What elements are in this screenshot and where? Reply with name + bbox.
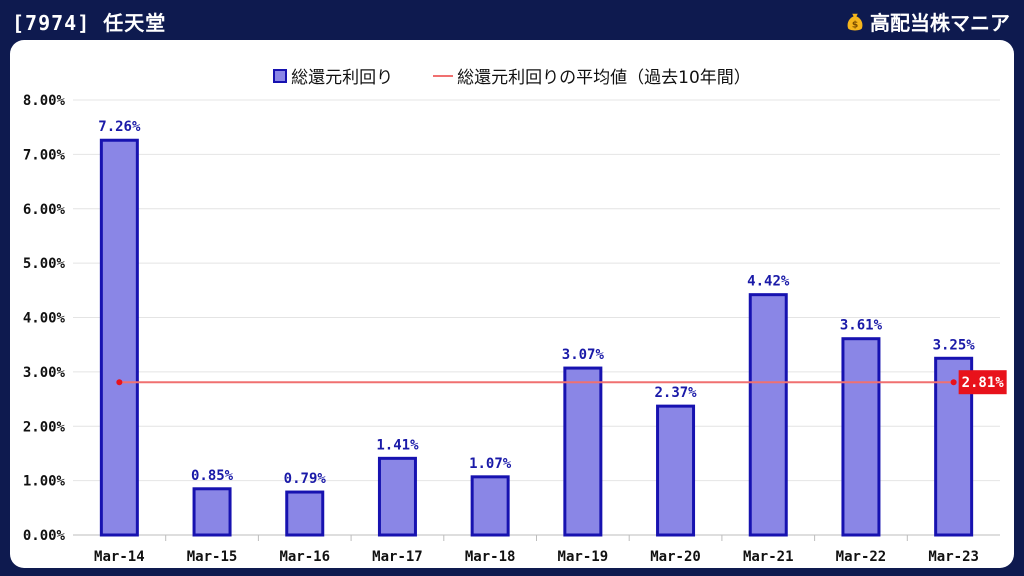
bar — [377, 456, 417, 537]
svg-text:$: $ — [852, 19, 858, 30]
legend-label-bars: 総還元利回り — [291, 68, 394, 88]
x-tick-label: Mar-16 — [279, 549, 330, 565]
data-label: 2.37% — [654, 385, 697, 401]
y-tick-label: 3.00% — [23, 365, 66, 381]
y-tick-label: 6.00% — [23, 202, 66, 218]
legend: 総還元利回り 総還元利回りの平均値（過去10年間） — [10, 63, 1014, 88]
bar — [656, 404, 696, 537]
bar — [192, 487, 232, 537]
x-tick-label: Mar-19 — [558, 549, 609, 565]
x-tick-label: Mar-14 — [94, 549, 145, 565]
average-label: 2.81% — [962, 375, 1005, 391]
average-line-end-marker — [950, 379, 957, 386]
x-tick-label: Mar-15 — [187, 549, 238, 565]
chart-area: 0.00% 1.00% 2.00% 3.00% 4.00% 5.00% 6.00% 7.00%… — [23, 93, 1007, 565]
legend-item-bars: 総還元利回り — [273, 63, 393, 88]
average-badge — [958, 370, 1007, 395]
data-label: 0.85% — [191, 468, 234, 484]
bar — [748, 293, 788, 537]
average-line-start-marker — [116, 379, 123, 386]
data-label: 1.41% — [376, 437, 419, 453]
y-tick-label: 5.00% — [23, 256, 66, 272]
y-tick-label: 2.00% — [23, 419, 66, 435]
legend-item-average: 総還元利回りの平均値（過去10年間） — [433, 63, 751, 88]
y-tick-label: 7.00% — [23, 147, 66, 163]
legend-swatch-average — [433, 74, 454, 77]
x-tick-label: Mar-18 — [465, 549, 516, 565]
brand-name: 高配当株マニア — [870, 11, 1010, 35]
y-tick-label: 8.00% — [23, 93, 66, 109]
data-label: 3.61% — [840, 318, 883, 334]
bar — [285, 490, 325, 537]
bar — [99, 138, 139, 537]
data-label: 1.07% — [469, 456, 512, 472]
legend-swatch-bars — [273, 68, 288, 83]
data-label: 0.79% — [284, 471, 327, 487]
page-title: [7974] 任天堂 — [12, 11, 167, 35]
x-tick-label: Mar-23 — [928, 549, 979, 565]
data-label: 4.42% — [747, 274, 790, 290]
y-tick-label: 4.00% — [23, 311, 66, 327]
brand-logo: $ 高配当株マニア — [844, 7, 1010, 36]
y-tick-label: 1.00% — [23, 474, 66, 490]
header-bar: [7974] 任天堂 $ 高配当株マニア — [0, 0, 1024, 40]
data-label: 7.26% — [98, 119, 141, 135]
x-tick-label: Mar-20 — [650, 549, 701, 565]
legend-label-average: 総還元利回りの平均値（過去10年間） — [457, 68, 751, 88]
x-tick-label: Mar-17 — [372, 549, 423, 565]
y-tick-label: 0.00% — [23, 528, 66, 544]
bar — [470, 475, 510, 537]
data-label: 3.25% — [933, 337, 976, 353]
chart-panel: 0.00% 1.00% 2.00% 3.00% 4.00% 5.00% 6.00% 7.00%… — [10, 40, 1014, 568]
bar — [841, 337, 881, 537]
x-tick-label: Mar-22 — [836, 549, 887, 565]
x-tick-label: Mar-21 — [743, 549, 794, 565]
bar — [563, 366, 603, 537]
money-bag-icon: $ — [847, 13, 863, 30]
data-label: 3.07% — [562, 347, 605, 363]
